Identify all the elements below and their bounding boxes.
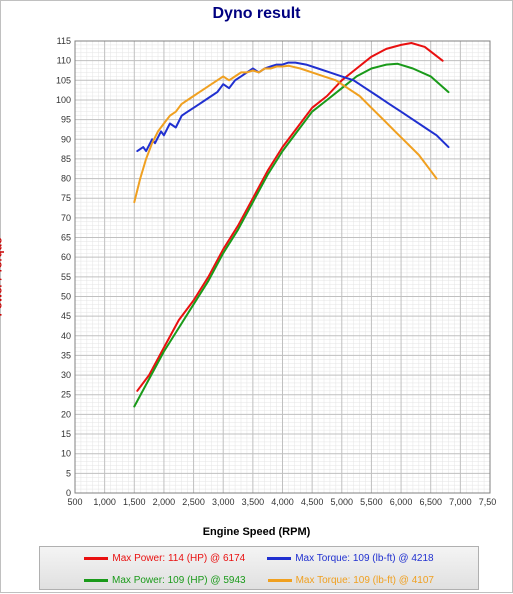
legend-item: Max Torque: 109 (lb-ft) @ 4107 [268,575,434,586]
legend-text: Max Power: 114 (HP) @ 6174 [112,553,245,564]
legend-text: Max Torque: 109 (lb-ft) @ 4218 [295,553,433,564]
legend-swatch [267,557,291,560]
svg-text:85: 85 [61,154,71,164]
svg-text:2,000: 2,000 [153,497,176,507]
svg-text:5,000: 5,000 [331,497,354,507]
svg-text:100: 100 [56,95,71,105]
chart-svg: 5001,0001,5002,0002,5003,0003,5004,0004,… [51,31,496,521]
legend: Max Power: 114 (HP) @ 6174 Max Torque: 1… [39,546,479,590]
svg-text:1,500: 1,500 [123,497,146,507]
legend-item: Max Power: 114 (HP) @ 6174 [84,553,245,564]
svg-text:4,500: 4,500 [301,497,324,507]
svg-text:35: 35 [61,350,71,360]
svg-text:20: 20 [61,409,71,419]
svg-text:105: 105 [56,75,71,85]
svg-text:70: 70 [61,213,71,223]
svg-text:6,500: 6,500 [419,497,442,507]
svg-text:7,000: 7,000 [449,497,472,507]
svg-text:80: 80 [61,174,71,184]
svg-text:115: 115 [57,36,71,46]
chart-title: Dyno result [1,5,512,23]
svg-text:25: 25 [61,390,71,400]
legend-item: Max Torque: 109 (lb-ft) @ 4218 [267,553,433,564]
legend-text: Max Torque: 109 (lb-ft) @ 4107 [296,575,434,586]
svg-text:10: 10 [61,449,71,459]
svg-text:90: 90 [61,134,71,144]
svg-text:110: 110 [57,56,71,66]
svg-text:55: 55 [61,272,71,282]
svg-text:3,000: 3,000 [212,497,235,507]
plot-area: 5001,0001,5002,0002,5003,0003,5004,0004,… [51,31,496,521]
legend-text: Max Power: 109 (HP) @ 5943 [112,575,246,586]
legend-row-2: Max Power: 109 (HP) @ 5943 Max Torque: 1… [40,569,478,591]
svg-text:60: 60 [61,252,71,262]
svg-text:2,500: 2,500 [182,497,205,507]
legend-swatch [84,579,108,582]
svg-text:0: 0 [66,488,71,498]
svg-text:45: 45 [61,311,71,321]
legend-row-1: Max Power: 114 (HP) @ 6174 Max Torque: 1… [40,547,478,569]
svg-text:500: 500 [67,497,82,507]
x-axis-label: Engine Speed (RPM) [1,526,512,538]
svg-text:7,500: 7,500 [479,497,496,507]
svg-text:50: 50 [61,291,71,301]
svg-text:6,000: 6,000 [390,497,413,507]
y-axis-label: Power / Torque [0,238,4,317]
svg-text:30: 30 [61,370,71,380]
svg-text:4,000: 4,000 [271,497,294,507]
svg-text:65: 65 [61,233,71,243]
svg-text:15: 15 [61,429,71,439]
svg-text:40: 40 [61,331,71,341]
y-axis-label-wrap: Power / Torque [1,1,21,594]
svg-text:75: 75 [61,193,71,203]
legend-item: Max Power: 109 (HP) @ 5943 [84,575,246,586]
svg-text:3,500: 3,500 [242,497,265,507]
svg-text:5,500: 5,500 [360,497,383,507]
svg-text:95: 95 [61,115,71,125]
legend-swatch [84,557,108,560]
legend-swatch [268,579,292,582]
svg-text:1,000: 1,000 [93,497,116,507]
svg-text:5: 5 [66,468,71,478]
chart-container: Dyno result Power / Torque XTREME RACING… [0,0,513,593]
